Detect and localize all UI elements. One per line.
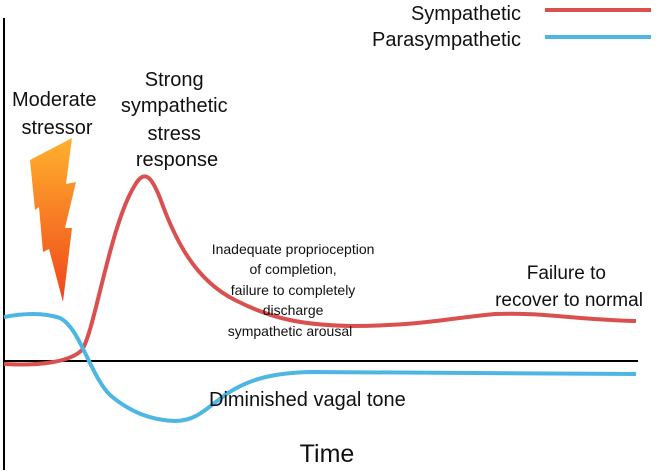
annotation-peak-line-3: stress bbox=[148, 123, 201, 145]
lightning-bolt-icon bbox=[30, 138, 76, 302]
annotation-peak-line-2: sympathetic bbox=[121, 95, 228, 117]
annotation-peak: Strong sympathetic stress response bbox=[121, 69, 233, 171]
annotation-peak-line-1: Strong bbox=[145, 69, 204, 91]
annotation-vagal: Diminished vagal tone bbox=[209, 389, 406, 411]
annotation-proprioception-line-1: Inadequate proprioception bbox=[212, 241, 375, 257]
annotation-stressor-line-1: Moderate bbox=[12, 89, 97, 111]
annotation-proprioception: Inadequate proprioception of completion,… bbox=[212, 241, 379, 339]
annotation-proprioception-line-3: failure to completely bbox=[231, 282, 356, 298]
annotation-failure-line-2: recover to normal bbox=[495, 290, 643, 311]
annotation-proprioception-line-2: of completion, bbox=[249, 261, 336, 277]
legend: Sympathetic Parasympathetic bbox=[372, 3, 651, 51]
legend-label-sympathetic: Sympathetic bbox=[411, 3, 521, 25]
legend-label-parasympathetic: Parasympathetic bbox=[372, 29, 521, 51]
parasympathetic-curve bbox=[3, 312, 637, 424]
annotation-stressor-line-2: stressor bbox=[21, 117, 92, 139]
annotation-peak-line-4: response bbox=[136, 149, 218, 171]
annotation-stressor: Moderate stressor bbox=[12, 89, 102, 139]
sympathetic-curve bbox=[3, 174, 637, 367]
annotation-proprioception-line-5: sympathetic arousal bbox=[228, 323, 353, 339]
annotation-proprioception-line-4: discharge bbox=[263, 302, 324, 318]
x-axis-label: Time bbox=[300, 440, 355, 468]
annotation-failure: Failure to recover to normal bbox=[495, 263, 643, 311]
annotation-failure-line-1: Failure to bbox=[527, 263, 606, 284]
